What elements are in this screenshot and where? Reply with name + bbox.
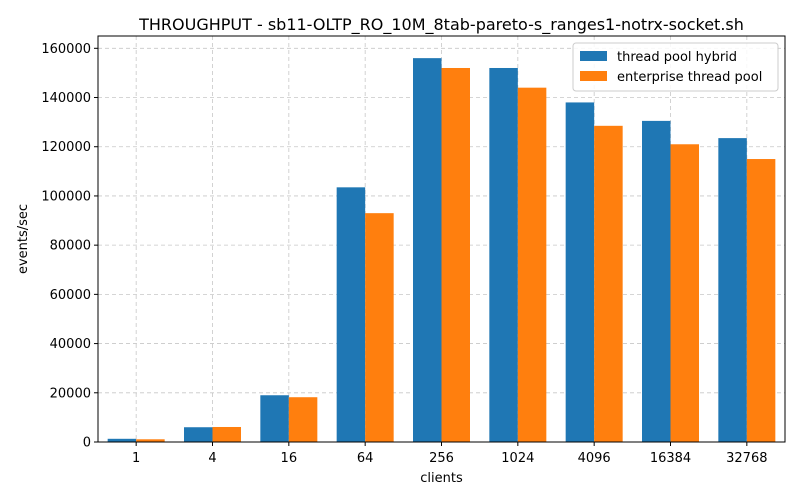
- legend-label: thread pool hybrid: [617, 50, 737, 65]
- legend-box: [572, 42, 779, 92]
- x-tick-label-1: 1: [132, 451, 140, 466]
- y-tick-label: 0: [83, 436, 91, 451]
- bar-enterprise-4: [212, 426, 241, 442]
- axis-ticks: 0 20000 40000 60000 80000 100000 120000 140000 1…: [41, 42, 767, 466]
- bar-enterprise-1024: [517, 87, 547, 442]
- bar-hybrid-256: [413, 58, 442, 443]
- y-tick-label: 160000: [41, 42, 91, 57]
- bar-enterprise-32768: [746, 159, 776, 442]
- chart-title: THROUGHPUT - sb11-OLTP_RO_10M_8tab-paret…: [138, 15, 744, 35]
- y-tick-label: 20000: [50, 386, 91, 401]
- y-axis-title: events/sec: [16, 204, 31, 274]
- legend-swatch: [580, 71, 607, 81]
- x-tick-label-4096: 4096: [578, 451, 611, 466]
- bar-hybrid-4: [184, 427, 213, 442]
- bar-enterprise-64: [365, 213, 394, 442]
- y-tick-label: 140000: [41, 91, 91, 106]
- bar-enterprise-16: [288, 397, 318, 442]
- x-tick-label-4: 4: [208, 451, 216, 466]
- bar-hybrid-64: [336, 187, 366, 442]
- x-tick-label-16384: 16384: [650, 451, 691, 466]
- legend-label: enterprise thread pool: [617, 70, 762, 85]
- legend: thread pool hybrid enterprise thread pool: [572, 42, 779, 92]
- x-tick-label-256: 256: [429, 451, 454, 466]
- y-tick-label: 40000: [50, 337, 91, 352]
- legend-swatch: [580, 51, 607, 61]
- x-axis-title: clients: [420, 471, 463, 486]
- y-tick-label: 60000: [50, 288, 91, 303]
- bar-enterprise-1: [136, 439, 165, 442]
- bar-enterprise-256: [441, 67, 470, 442]
- bar-hybrid-4096: [565, 102, 595, 442]
- x-tick-label-1024: 1024: [501, 451, 534, 466]
- x-tick-label-64: 64: [357, 451, 374, 466]
- bar-hybrid-16384: [642, 120, 671, 443]
- y-tick-label: 120000: [41, 140, 91, 155]
- x-tick-label-16: 16: [281, 451, 298, 466]
- y-tick-label: 100000: [41, 189, 91, 204]
- bar-hybrid-32768: [718, 138, 747, 442]
- x-tick-label-32768: 32768: [726, 451, 767, 466]
- bars: [107, 58, 776, 443]
- y-tick-label: 80000: [50, 239, 91, 254]
- bar-enterprise-16384: [670, 144, 699, 442]
- bar-enterprise-4096: [594, 125, 623, 442]
- bar-hybrid-1: [107, 438, 137, 442]
- bar-hybrid-1024: [489, 67, 518, 442]
- bar-hybrid-16: [260, 395, 289, 442]
